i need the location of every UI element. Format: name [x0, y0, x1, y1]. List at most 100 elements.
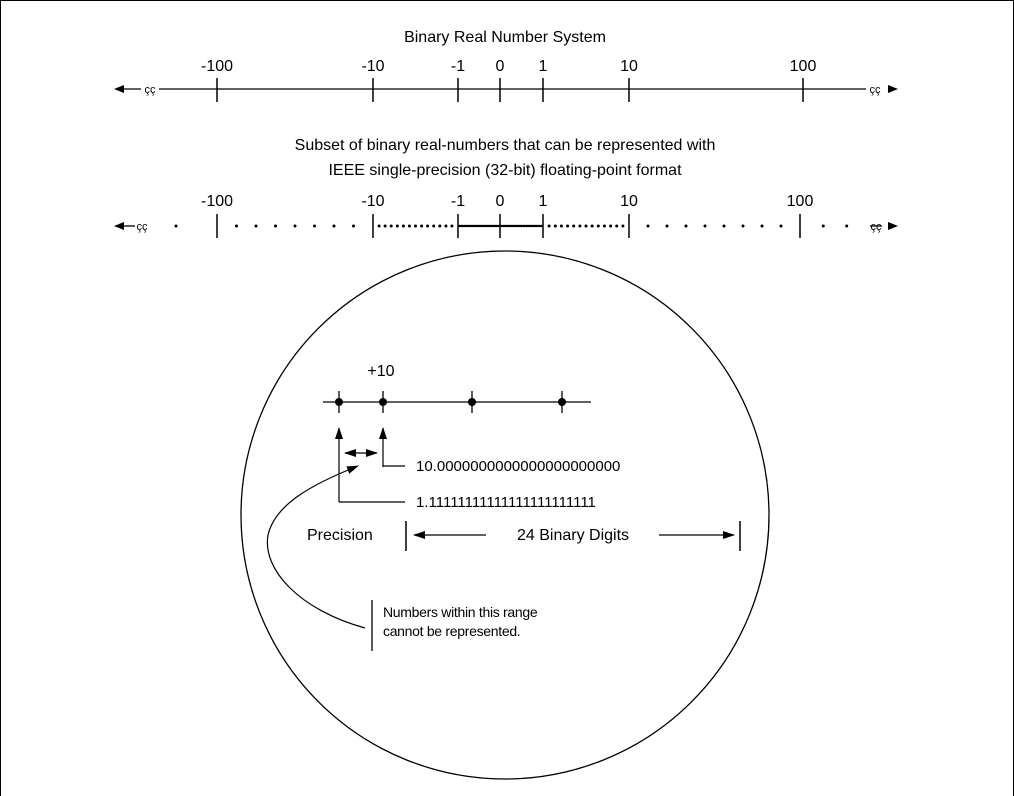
- representable-dot: [502, 224, 505, 228]
- tick-label: 1: [539, 193, 548, 210]
- representable-dot: [389, 224, 393, 228]
- representable-dot: [621, 224, 625, 228]
- representable-dot: [584, 224, 588, 228]
- left-arrow-icon: [114, 222, 124, 230]
- float-tick-labels: -100 -10 -1 0 1 10 100: [201, 193, 813, 210]
- binary-digits-label: 24 Binary Digits: [517, 527, 629, 544]
- representable-dot: [461, 224, 464, 228]
- representable-dot: [821, 224, 825, 228]
- representable-dot: [383, 224, 387, 228]
- representable-dot: [703, 224, 707, 228]
- representable-dot: [553, 224, 557, 228]
- representable-dot: [523, 224, 526, 228]
- representable-dot: [602, 224, 606, 228]
- representable-dot: [352, 224, 355, 228]
- point-label-plus10: +10: [367, 363, 394, 380]
- representable-dot: [471, 224, 474, 228]
- representable-dot: [274, 224, 277, 228]
- tick-label: -1: [451, 58, 465, 75]
- representable-dot: [512, 224, 515, 228]
- representable-dot: [530, 224, 533, 228]
- magnifier: +10 10.0000000000000000000000 1.11111111…: [240, 250, 770, 780]
- representable-dot: [741, 224, 745, 228]
- representable-dot: [414, 224, 417, 228]
- tick-label: -100: [201, 58, 233, 75]
- note-line-2: cannot be represented.: [383, 623, 520, 639]
- representable-dot: [492, 224, 495, 228]
- callout-arrow-icon: [266, 465, 366, 629]
- tick-label: 10: [620, 58, 638, 75]
- representable-dot: [779, 224, 783, 228]
- axis-break-icon: çç: [145, 84, 157, 96]
- precision-label: Precision: [307, 527, 373, 544]
- representable-dot: [450, 224, 454, 228]
- real-ticks: [216, 78, 804, 102]
- representable-dot: [420, 224, 424, 228]
- representable-dot: [578, 224, 582, 228]
- representable-dot: [407, 224, 411, 228]
- float-ticks: [216, 214, 801, 238]
- tick-label: 0: [496, 193, 505, 210]
- representable-dot: [722, 224, 726, 228]
- left-arrow-icon: [114, 85, 124, 93]
- real-tick-labels: -100 -10 -1 0 1 10 100: [201, 58, 816, 75]
- representable-dot: [438, 224, 442, 228]
- note-line-1: Numbers within this range: [383, 604, 538, 620]
- tick-label: -1: [451, 193, 465, 210]
- representable-dot: [615, 224, 619, 228]
- real-number-line: Binary Real Number System çç çç -100 -10…: [114, 29, 898, 102]
- representable-dot: [572, 224, 576, 228]
- axis-break-icon: çç: [137, 221, 149, 233]
- representable-dot: [684, 224, 688, 228]
- zoom-ticks: [335, 391, 566, 413]
- representable-dot: [845, 224, 849, 228]
- lower-binary-value: 1.11111111111111111111111: [416, 494, 596, 511]
- tick-label: 100: [787, 193, 814, 210]
- right-arrow-icon: [888, 222, 898, 230]
- float-line-title-1: Subset of binary real-numbers that can b…: [295, 137, 716, 154]
- upper-binary-value: 10.0000000000000000000000: [416, 458, 620, 475]
- representable-dot: [520, 224, 523, 228]
- real-line-title: Binary Real Number System: [404, 29, 606, 46]
- float-point: [379, 398, 387, 406]
- representable-dot: [235, 224, 238, 228]
- representable-dot: [497, 224, 500, 228]
- representable-dot: [540, 224, 543, 228]
- representable-dot: [559, 224, 563, 228]
- representable-dot: [482, 224, 485, 228]
- representable-dot: [566, 224, 570, 228]
- representable-dot: [395, 224, 399, 228]
- tick-label: 0: [496, 58, 505, 75]
- tick-label: -10: [361, 58, 384, 75]
- representable-dot: [174, 224, 178, 228]
- representable-dot: [401, 224, 405, 228]
- float-line-title-2: IEEE single-precision (32-bit) floating-…: [328, 162, 682, 179]
- representable-dot: [609, 224, 613, 228]
- representable-dot: [533, 224, 536, 228]
- float-point: [468, 398, 476, 406]
- representable-dot: [432, 224, 436, 228]
- float-number-line: Subset of binary real-numbers that can b…: [114, 137, 898, 238]
- representable-dot: [254, 224, 258, 228]
- tick-label: 100: [790, 58, 817, 75]
- representable-dot: [505, 224, 508, 228]
- representable-dot: [665, 224, 669, 228]
- representable-dot: [426, 224, 430, 228]
- representable-dot: [547, 224, 551, 228]
- representable-dot: [760, 224, 764, 228]
- representable-dot: [646, 224, 650, 228]
- axis-break-icon: çç: [871, 221, 883, 233]
- representable-dot: [508, 224, 512, 228]
- tick-label: -10: [361, 193, 384, 210]
- representable-dot: [596, 224, 600, 228]
- representable-dot: [590, 224, 594, 228]
- axis-break-icon: çç: [870, 84, 882, 96]
- representable-dot: [313, 224, 316, 228]
- representable-dot: [377, 224, 381, 228]
- magnifier-circle: [240, 250, 770, 780]
- float-point: [335, 398, 343, 406]
- representable-points: [174, 224, 849, 228]
- representable-dot: [515, 224, 518, 228]
- representable-dot: [526, 224, 530, 228]
